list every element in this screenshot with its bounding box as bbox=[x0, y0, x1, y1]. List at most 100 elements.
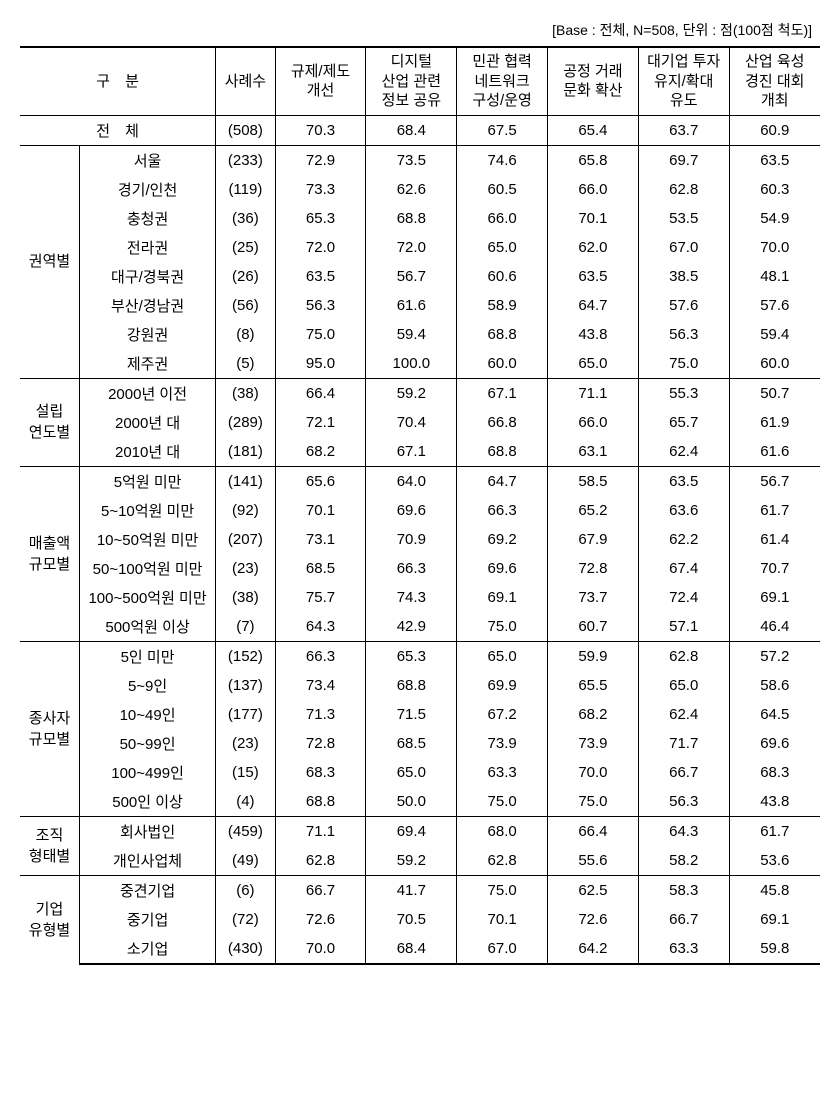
row-v4: 62.4 bbox=[638, 437, 729, 467]
row-v0: 64.3 bbox=[275, 612, 366, 642]
sub-label: 대구/경북권 bbox=[79, 262, 215, 291]
row-v4: 57.1 bbox=[638, 612, 729, 642]
sub-label: 100~500억원 미만 bbox=[79, 583, 215, 612]
row-v3: 65.0 bbox=[548, 349, 639, 379]
row-v4: 63.3 bbox=[638, 934, 729, 964]
row-n: (430) bbox=[216, 934, 275, 964]
sub-label: 2010년 대 bbox=[79, 437, 215, 467]
row-n: (4) bbox=[216, 787, 275, 817]
table-row: 충청권(36)65.368.866.070.153.554.9 bbox=[20, 204, 820, 233]
row-v2: 68.8 bbox=[457, 437, 548, 467]
row-n: (459) bbox=[216, 816, 275, 846]
data-table: 구 분 사례수 규제/제도개선 디지털산업 관련정보 공유 민관 협력네트워크구… bbox=[20, 46, 820, 965]
table-row: 500억원 이상(7)64.342.975.060.757.146.4 bbox=[20, 612, 820, 642]
row-v3: 66.0 bbox=[548, 408, 639, 437]
row-v5: 63.5 bbox=[729, 145, 820, 175]
row-n: (72) bbox=[216, 905, 275, 934]
row-v5: 68.3 bbox=[729, 758, 820, 787]
row-n: (56) bbox=[216, 291, 275, 320]
row-n: (38) bbox=[216, 583, 275, 612]
table-row: 100~500억원 미만(38)75.774.369.173.772.469.1 bbox=[20, 583, 820, 612]
row-n: (119) bbox=[216, 175, 275, 204]
row-v1: 42.9 bbox=[366, 612, 457, 642]
sub-label: 2000년 이전 bbox=[79, 378, 215, 408]
sub-label: 서울 bbox=[79, 145, 215, 175]
table-body: 전 체(508)70.368.467.565.463.760.9권역별서울(23… bbox=[20, 115, 820, 964]
table-row: 2010년 대(181)68.267.168.863.162.461.6 bbox=[20, 437, 820, 467]
header-col-3: 공정 거래문화 확산 bbox=[548, 47, 639, 115]
row-v3: 70.0 bbox=[548, 758, 639, 787]
row-v0: 70.0 bbox=[275, 934, 366, 964]
table-row: 소기업(430)70.068.467.064.263.359.8 bbox=[20, 934, 820, 964]
total-row: 전 체(508)70.368.467.565.463.760.9 bbox=[20, 115, 820, 145]
row-v3: 60.7 bbox=[548, 612, 639, 642]
group-label: 설립연도별 bbox=[20, 378, 79, 466]
row-v1: 59.4 bbox=[366, 320, 457, 349]
row-v4: 69.7 bbox=[638, 145, 729, 175]
sub-label: 중견기업 bbox=[79, 875, 215, 905]
row-v4: 71.7 bbox=[638, 729, 729, 758]
row-v1: 74.3 bbox=[366, 583, 457, 612]
row-v0: 72.0 bbox=[275, 233, 366, 262]
row-v5: 56.7 bbox=[729, 466, 820, 496]
group-label: 종사자규모별 bbox=[20, 641, 79, 816]
row-v0: 68.8 bbox=[275, 787, 366, 817]
row-v1: 68.4 bbox=[366, 934, 457, 964]
row-v2: 69.2 bbox=[457, 525, 548, 554]
row-v3: 58.5 bbox=[548, 466, 639, 496]
row-v5: 61.4 bbox=[729, 525, 820, 554]
row-v5: 61.7 bbox=[729, 496, 820, 525]
sub-label: 50~99인 bbox=[79, 729, 215, 758]
table-row: 50~99인(23)72.868.573.973.971.769.6 bbox=[20, 729, 820, 758]
row-v0: 95.0 bbox=[275, 349, 366, 379]
row-v4: 64.3 bbox=[638, 816, 729, 846]
row-v1: 70.9 bbox=[366, 525, 457, 554]
row-v5: 54.9 bbox=[729, 204, 820, 233]
row-v2: 67.2 bbox=[457, 700, 548, 729]
table-row: 강원권(8)75.059.468.843.856.359.4 bbox=[20, 320, 820, 349]
sub-label: 개인사업체 bbox=[79, 846, 215, 876]
total-label: 전 체 bbox=[20, 115, 216, 145]
table-row: 기업유형별중견기업(6)66.741.775.062.558.345.8 bbox=[20, 875, 820, 905]
table-row: 2000년 대(289)72.170.466.866.065.761.9 bbox=[20, 408, 820, 437]
row-v2: 69.1 bbox=[457, 583, 548, 612]
row-v1: 73.5 bbox=[366, 145, 457, 175]
row-v3: 43.8 bbox=[548, 320, 639, 349]
row-v2: 73.9 bbox=[457, 729, 548, 758]
table-row: 중기업(72)72.670.570.172.666.769.1 bbox=[20, 905, 820, 934]
row-v2: 58.9 bbox=[457, 291, 548, 320]
row-v0: 71.1 bbox=[275, 816, 366, 846]
row-n: (152) bbox=[216, 641, 275, 671]
table-row: 500인 이상(4)68.850.075.075.056.343.8 bbox=[20, 787, 820, 817]
row-v3: 64.2 bbox=[548, 934, 639, 964]
table-row: 권역별서울(233)72.973.574.665.869.763.5 bbox=[20, 145, 820, 175]
row-v4: 65.7 bbox=[638, 408, 729, 437]
row-v4: 58.2 bbox=[638, 846, 729, 876]
sub-label: 제주권 bbox=[79, 349, 215, 379]
row-v3: 68.2 bbox=[548, 700, 639, 729]
header-n: 사례수 bbox=[216, 47, 275, 115]
row-v1: 68.8 bbox=[366, 671, 457, 700]
row-v4: 62.2 bbox=[638, 525, 729, 554]
row-v1: 41.7 bbox=[366, 875, 457, 905]
row-v2: 60.0 bbox=[457, 349, 548, 379]
group-label: 조직형태별 bbox=[20, 816, 79, 875]
row-v2: 60.5 bbox=[457, 175, 548, 204]
row-v0: 63.5 bbox=[275, 262, 366, 291]
sub-label: 5억원 미만 bbox=[79, 466, 215, 496]
row-v4: 62.8 bbox=[638, 641, 729, 671]
row-n: (233) bbox=[216, 145, 275, 175]
row-v1: 69.6 bbox=[366, 496, 457, 525]
row-n: (26) bbox=[216, 262, 275, 291]
row-v3: 72.6 bbox=[548, 905, 639, 934]
row-n: (7) bbox=[216, 612, 275, 642]
row-v5: 64.5 bbox=[729, 700, 820, 729]
row-v5: 61.7 bbox=[729, 816, 820, 846]
row-v0: 71.3 bbox=[275, 700, 366, 729]
sub-label: 강원권 bbox=[79, 320, 215, 349]
row-v2: 64.7 bbox=[457, 466, 548, 496]
table-row: 제주권(5)95.0100.060.065.075.060.0 bbox=[20, 349, 820, 379]
row-v4: 66.7 bbox=[638, 905, 729, 934]
row-v1: 59.2 bbox=[366, 846, 457, 876]
table-row: 전라권(25)72.072.065.062.067.070.0 bbox=[20, 233, 820, 262]
